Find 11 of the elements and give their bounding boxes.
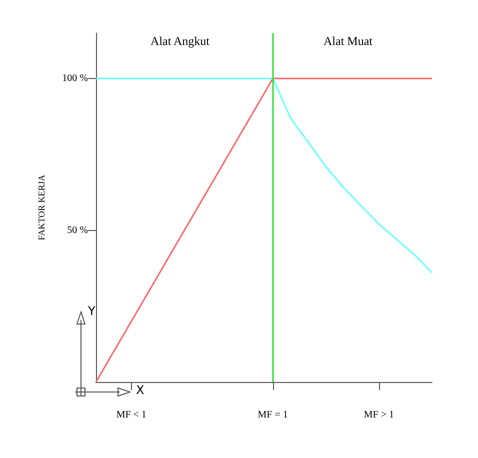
- y-tick-label: 100 %: [62, 73, 88, 84]
- x-tick-label: MF > 1: [364, 410, 394, 420]
- text: Y: [88, 304, 96, 318]
- x-tick-label: MF = 1: [258, 410, 288, 420]
- x-tick-label: MF < 1: [116, 410, 146, 420]
- y-axis-title: FAKTOR KERJA: [36, 174, 46, 240]
- y-tick-label: 50 %: [67, 224, 88, 236]
- annotation: Alat Angkut: [150, 34, 210, 48]
- line-series: [95, 78, 433, 274]
- annotation: Alat Muat: [324, 34, 374, 48]
- text: X: [136, 383, 144, 397]
